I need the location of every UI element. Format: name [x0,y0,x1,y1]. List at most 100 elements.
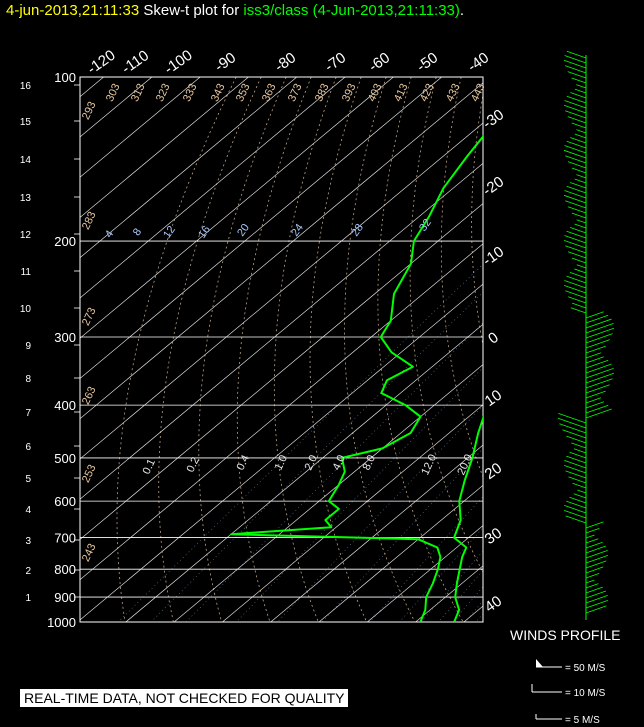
dry-adiabats [116,77,644,622]
wind-barb [564,190,587,199]
mixing-ratio-label: 20 [235,222,252,239]
mixing-ratio-label: 0.1 [141,457,158,476]
wind-barb [585,560,607,569]
isotherm-top-label: -60 [366,49,394,75]
wind-barb [585,401,605,409]
dry-adiabat-label: 393 [340,82,359,104]
plot-frame [79,76,484,623]
mixing-ratio-label: 12 [161,224,178,241]
dry-adiabat-label: 253 [80,463,99,485]
dry-adiabat-label: 263 [80,385,99,407]
wind-barb [567,206,587,214]
wind-barb [563,59,587,69]
isotherm-line [125,323,483,622]
mixing-ratio-label: 0.2 [185,455,202,474]
wind-barb [585,367,614,379]
wind-barb [564,235,587,244]
wind-barb [572,302,587,309]
wind-barb [574,268,587,274]
wind-barb [585,404,609,414]
wind-barb [571,257,587,264]
isotherm-top-label: -110 [119,47,152,78]
wind-barb [585,579,595,584]
dry-adiabat-label: 433 [444,82,463,104]
pressure-tick-label: 200 [54,234,76,249]
wind-barb [566,455,587,464]
dry-adiabat-label: 403 [366,82,385,104]
wind-barb [585,359,609,369]
wind-barb [567,161,587,169]
wind-barb [565,200,587,209]
wind-barb [565,470,587,479]
wind-barb [571,77,587,84]
wind-barb [585,378,613,389]
wind-barb [571,212,587,219]
mixing-ratio-line [117,263,483,622]
wind-barb [564,460,587,469]
wind-barb [571,122,587,129]
height-tick-label: 7 [25,408,31,419]
dry-adiabat-line [611,77,644,622]
isotherm-line [80,82,483,420]
winds-legend-glyphs [531,659,562,720]
wind-barb [565,155,587,164]
title-label: Skew-t plot for [143,2,240,19]
wind-barb [565,515,587,524]
height-tick-label: 2 [25,566,31,577]
height-tick-label: 1 [25,593,31,604]
wind-barb [566,95,587,104]
wind-barb [585,372,615,384]
dry-adiabat-line [309,77,367,622]
mixing-ratio-line [475,613,483,622]
wind-legend-label: = 5 M/S [565,715,600,726]
mixing-ratio-label: 8 [131,226,144,238]
pressure-tick-label: 900 [54,590,76,605]
dewpoint-trace [230,135,483,622]
isotherm-line [512,77,644,622]
pressure-tick-label: 500 [54,451,76,466]
wind-barb [569,272,587,279]
isotherm-top-label: -40 [465,49,493,75]
wind-legend-label: = 10 M/S [565,688,606,699]
mixing-ratio-label: 24 [289,222,306,239]
dry-adiabat-line [198,77,287,622]
pressure-tick-label: 700 [54,531,76,546]
wind-barb [563,509,587,519]
dry-adiabat-label: 363 [260,82,279,104]
wind-barb [585,333,613,344]
isotherm-line [80,162,483,500]
dry-adiabat-label: 413 [392,82,411,104]
isotherm-top-label: -90 [212,49,240,75]
mixing-ratio-line [452,586,483,622]
wind-barb [566,435,587,444]
height-tick-label: 10 [20,304,32,315]
isotherm-right-label: 40 [482,593,505,616]
isotherm-line [80,203,483,540]
wind-barb [585,408,612,419]
wind-barb [570,92,587,99]
dry-adiabat-label: 443 [469,82,488,104]
dry-adiabat-line [501,77,644,622]
isotherm-top-label: -70 [322,49,350,75]
wind-barb [568,296,587,304]
wind-barb [571,442,587,449]
title-datetime: 4-jun-2013,21:11:33 [6,2,140,19]
dry-adiabat-label: 283 [80,210,99,232]
wind-barb [566,500,587,509]
dry-adiabat-label: 243 [80,542,99,564]
mixing-ratio-line [438,569,483,622]
legend-pennant-glyph [536,659,543,667]
isotherm-line [80,77,346,299]
wind-barb [564,280,587,289]
height-tick-label: 14 [20,155,32,166]
wind-barb [557,417,587,429]
isotherm-line [367,525,483,622]
pressure-tick-label: 800 [54,562,76,577]
pressure-tick-label: 100 [54,70,76,85]
dry-adiabat-line [344,77,416,622]
height-tick-label: 15 [20,117,32,128]
wind-barb [566,185,587,194]
dry-adiabat-label: 303 [104,82,123,104]
isotherm-line [80,77,201,178]
height-tick-label: 6 [25,442,31,453]
